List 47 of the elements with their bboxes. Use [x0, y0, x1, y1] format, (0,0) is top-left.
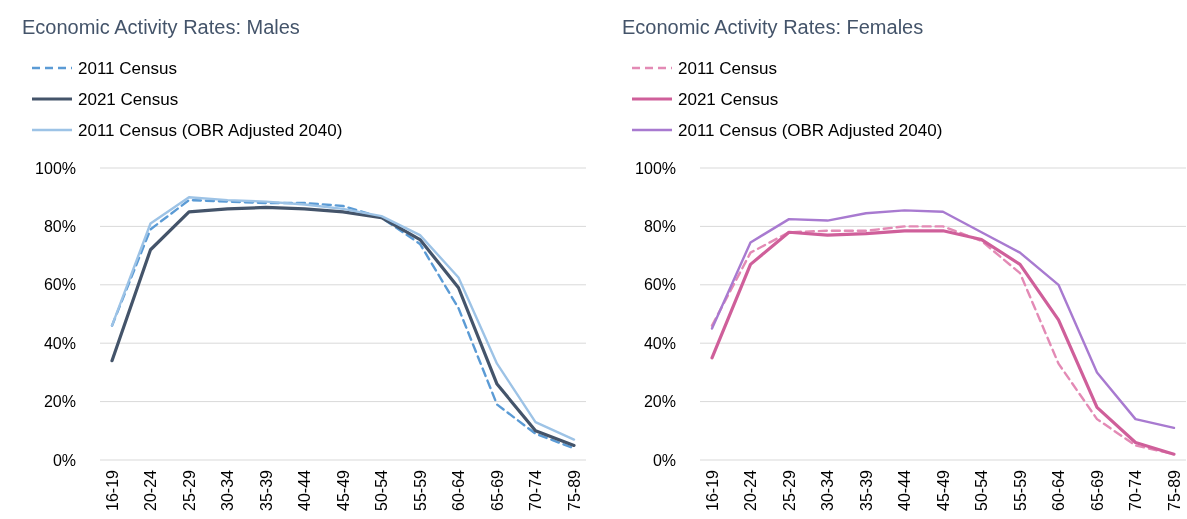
x-tick-label: 30-34: [819, 469, 837, 511]
y-tick-label: 0%: [52, 451, 76, 469]
x-tick-label: 16-19: [703, 469, 721, 511]
x-tick-label: 20-24: [742, 469, 760, 511]
x-tick-label: 40-44: [296, 469, 314, 511]
chart-title: Economic Activity Rates: Females: [622, 16, 924, 38]
x-tick-label: 25-29: [780, 469, 798, 511]
x-tick-label: 35-39: [257, 469, 275, 511]
y-tick-label: 40%: [643, 334, 676, 352]
legend-label: 2021 Census: [78, 89, 179, 109]
y-tick-label: 60%: [43, 276, 76, 294]
x-tick-label: 35-39: [857, 469, 875, 511]
x-tick-label: 16-19: [103, 469, 121, 511]
legend-label: 2011 Census (OBR Adjusted 2040): [78, 120, 343, 140]
y-tick-label: 100%: [635, 159, 676, 177]
legend-label: 2021 Census: [678, 89, 779, 109]
x-tick-label: 60-64: [450, 469, 468, 511]
x-tick-label: 65-69: [488, 469, 506, 511]
y-tick-label: 0%: [652, 451, 676, 469]
x-tick-label: 55-59: [1011, 469, 1029, 511]
chart-title: Economic Activity Rates: Males: [22, 16, 300, 38]
x-tick-label: 70-74: [527, 469, 545, 511]
x-tick-label: 55-59: [411, 469, 429, 511]
x-tick-label: 70-74: [1127, 469, 1145, 511]
y-tick-label: 80%: [43, 218, 76, 235]
x-tick-label: 60-64: [1050, 469, 1068, 511]
x-tick-label: 75-89: [1165, 469, 1183, 511]
x-tick-label: 20-24: [142, 469, 160, 511]
y-tick-label: 60%: [643, 276, 676, 294]
x-tick-label: 40-44: [896, 469, 914, 511]
x-tick-label: 50-54: [373, 469, 391, 511]
x-tick-label: 50-54: [973, 469, 991, 511]
legend-label: 2011 Census: [78, 58, 177, 78]
y-tick-label: 80%: [643, 218, 676, 235]
legend-label: 2011 Census (OBR Adjusted 2040): [678, 120, 943, 140]
y-tick-label: 40%: [43, 334, 76, 352]
y-tick-label: 20%: [43, 393, 76, 411]
y-tick-label: 100%: [35, 159, 76, 177]
x-tick-label: 25-29: [180, 469, 198, 511]
x-tick-label: 65-69: [1088, 469, 1106, 511]
x-tick-label: 45-49: [934, 469, 952, 511]
line-series: [710, 209, 1176, 430]
x-tick-label: 75-89: [565, 469, 583, 511]
legend-label: 2011 Census: [678, 58, 777, 78]
x-tick-label: 45-49: [334, 469, 352, 511]
x-tick-label: 30-34: [219, 469, 237, 511]
y-tick-label: 20%: [643, 393, 676, 411]
